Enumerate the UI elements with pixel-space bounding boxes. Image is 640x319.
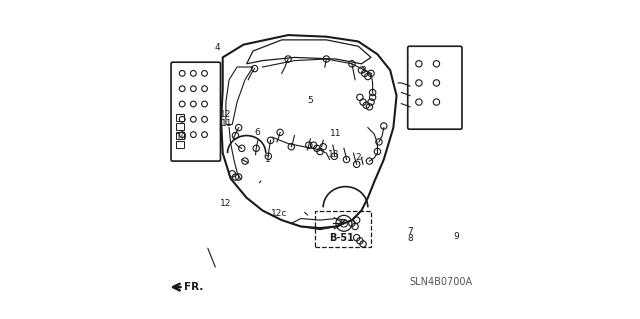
Text: 12: 12 <box>220 199 232 208</box>
Bar <box>176 132 184 139</box>
Text: 11: 11 <box>330 129 341 138</box>
Text: 8: 8 <box>407 234 413 243</box>
Text: 3: 3 <box>360 66 366 75</box>
Text: 11: 11 <box>221 119 232 128</box>
Text: 12c: 12c <box>271 209 287 218</box>
Text: SLN4B0700A: SLN4B0700A <box>410 277 472 287</box>
Text: 1: 1 <box>266 155 271 164</box>
Text: 7: 7 <box>407 227 413 236</box>
Bar <box>176 141 184 148</box>
Text: 6: 6 <box>254 128 260 137</box>
Text: 9: 9 <box>454 232 460 241</box>
Text: 4: 4 <box>214 43 220 52</box>
Text: 12: 12 <box>220 110 232 119</box>
Text: 10: 10 <box>175 133 187 142</box>
Text: 2: 2 <box>355 153 361 162</box>
Bar <box>316 211 371 247</box>
Text: B-51: B-51 <box>330 234 355 243</box>
Text: 5: 5 <box>307 96 313 105</box>
Text: 13: 13 <box>328 150 339 159</box>
Bar <box>176 123 184 130</box>
Text: FR.: FR. <box>184 282 204 292</box>
Bar <box>176 114 184 121</box>
